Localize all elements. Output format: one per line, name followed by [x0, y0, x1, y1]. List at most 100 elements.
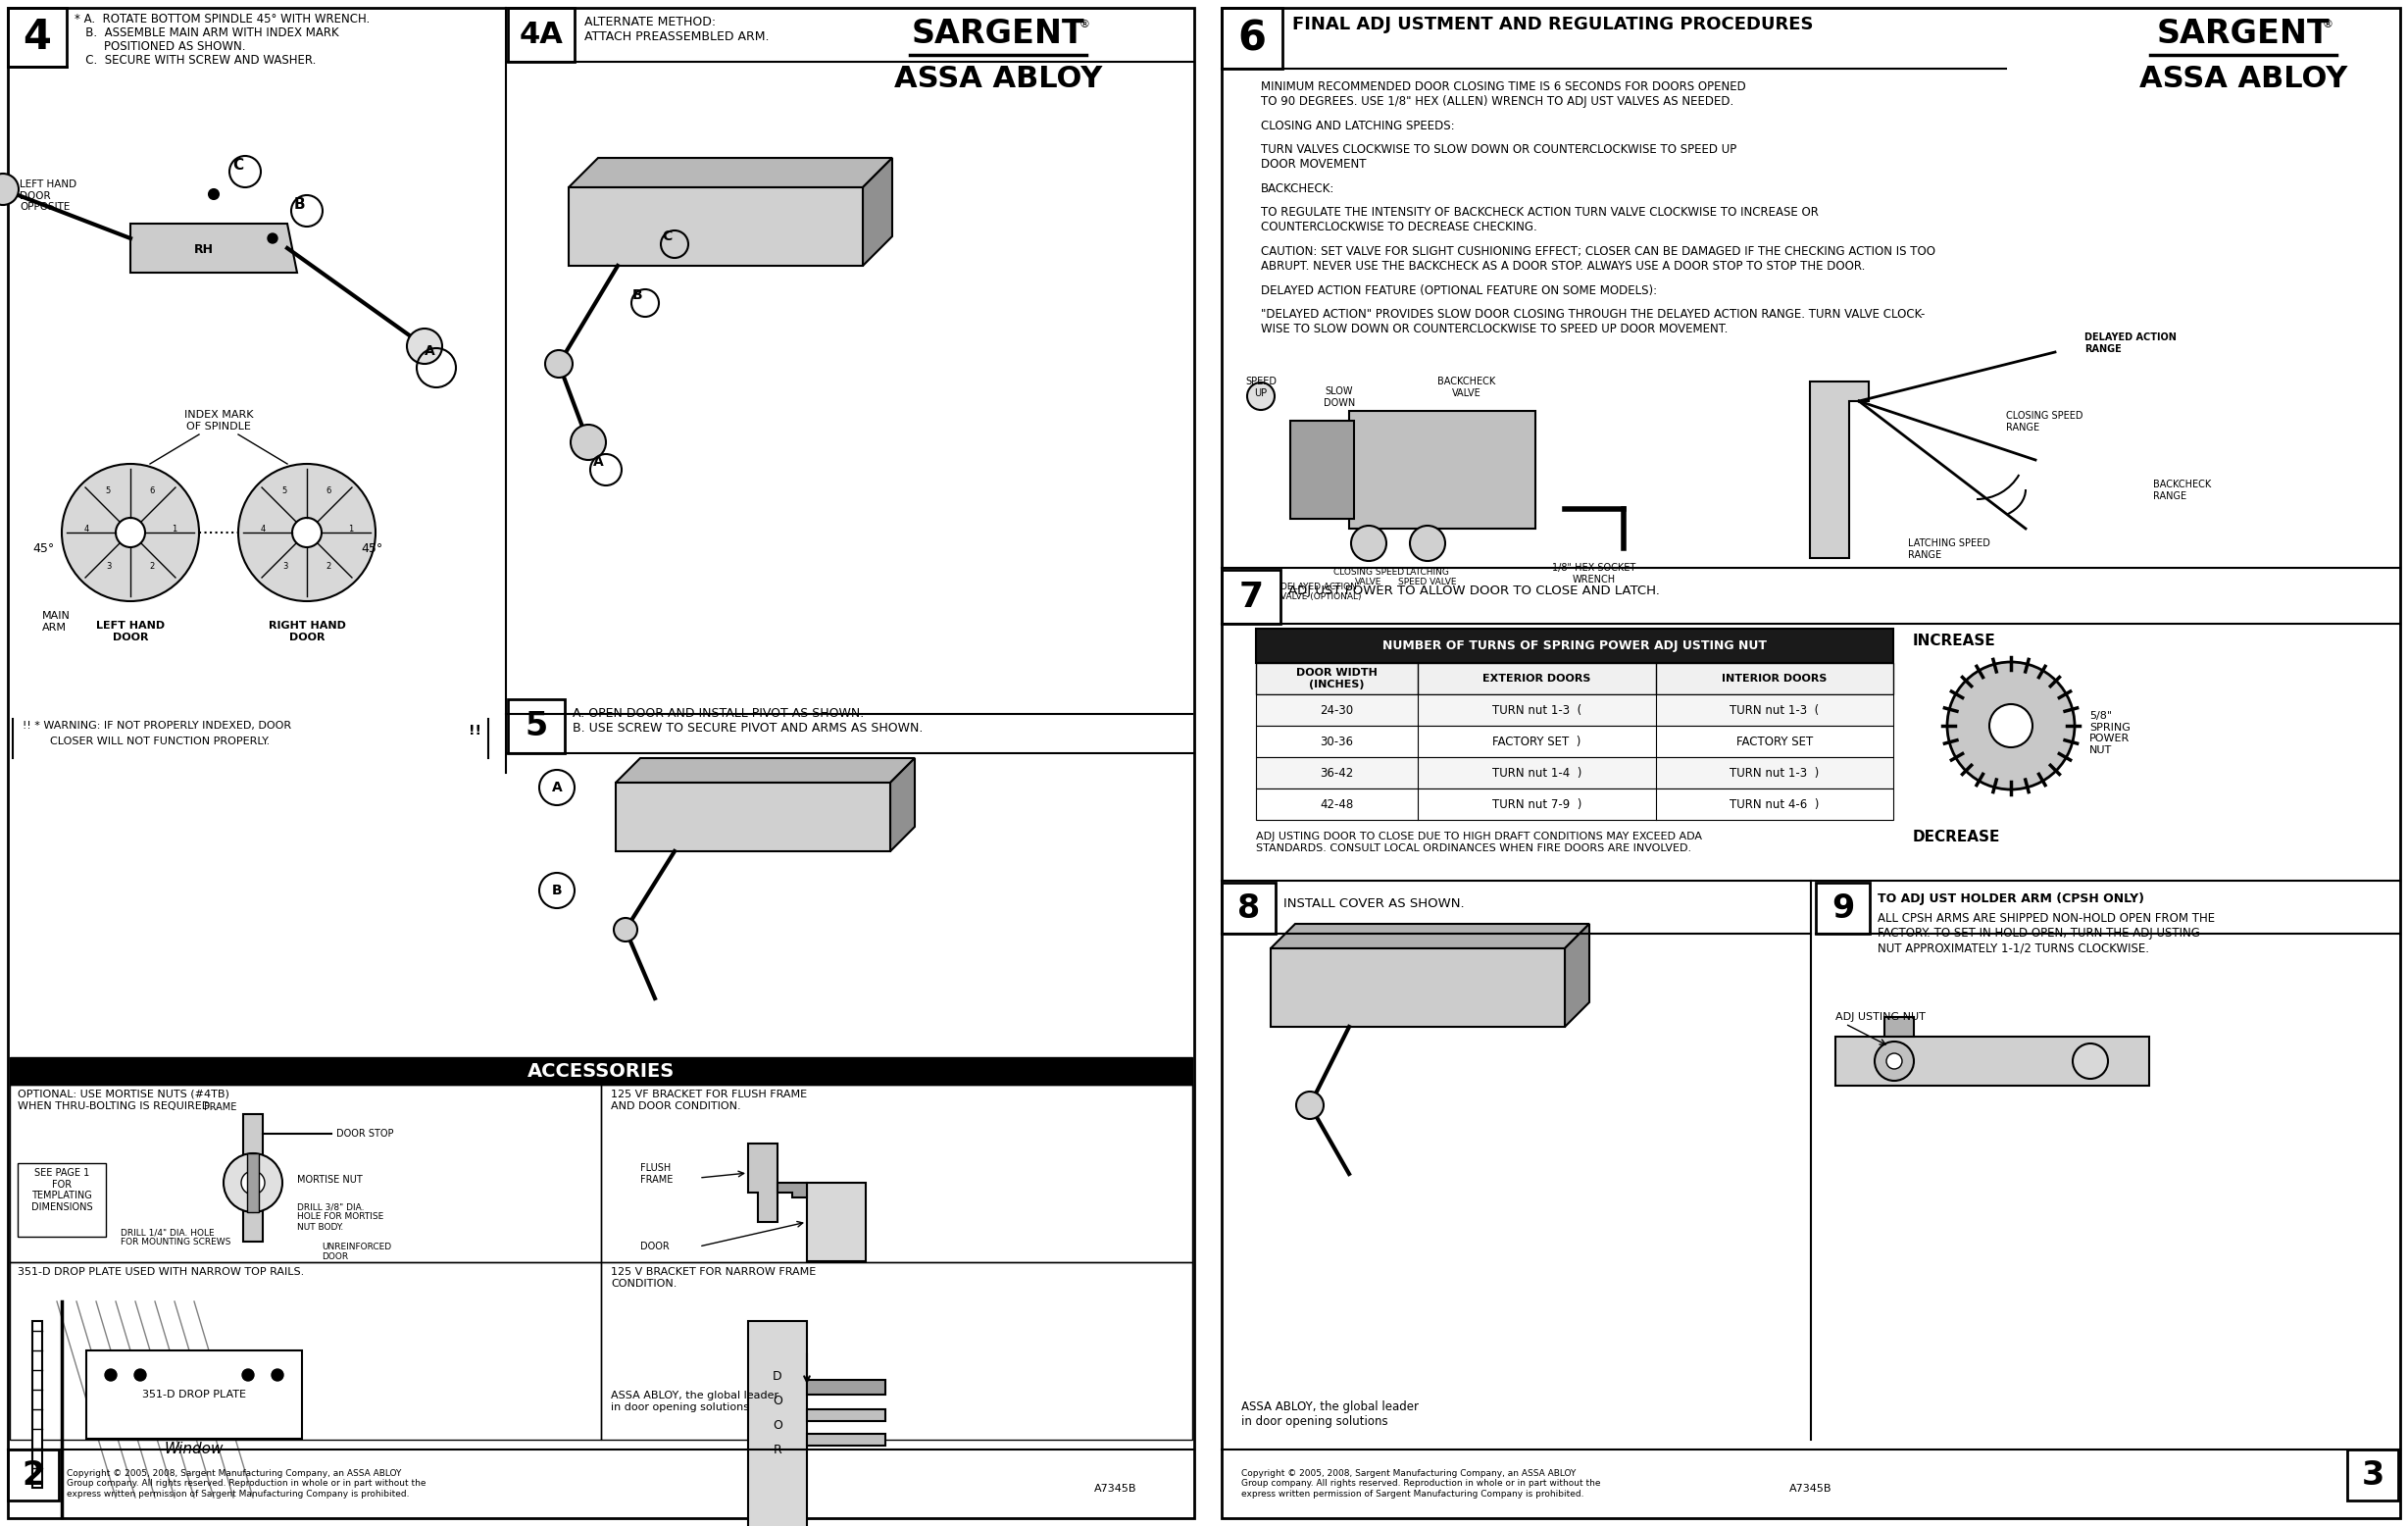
Bar [508, 8, 576, 61]
Circle shape [614, 919, 638, 942]
Text: INDEX MARK
OF SPINDLE: INDEX MARK OF SPINDLE [183, 410, 253, 432]
Circle shape [2073, 1044, 2107, 1079]
Text: OPTIONAL: USE MORTISE NUTS (#4TB)
WHEN THRU-BOLTING IS REQUIRED.: OPTIONAL: USE MORTISE NUTS (#4TB) WHEN T… [17, 1090, 229, 1111]
Text: TURN nut 1-3  (: TURN nut 1-3 ( [1493, 703, 1582, 716]
Text: SARGENT: SARGENT [913, 18, 1084, 50]
Text: B: B [631, 288, 643, 302]
Bar [7, 1450, 58, 1500]
Bar [10, 1262, 602, 1439]
Text: TURN nut 1-3  (: TURN nut 1-3 ( [1729, 703, 1820, 716]
Text: ADJ UST POWER TO ALLOW DOOR TO CLOSE AND LATCH.: ADJ UST POWER TO ALLOW DOOR TO CLOSE AND… [1288, 584, 1659, 597]
Text: ASSA ABLOY: ASSA ABLOY [893, 64, 1103, 93]
Bar [1221, 8, 1283, 69]
Text: ACCESSORIES: ACCESSORIES [527, 1062, 674, 1080]
Text: Window: Window [164, 1442, 224, 1456]
Text: 1: 1 [349, 525, 354, 533]
Polygon shape [568, 157, 893, 188]
Text: CLOSING SPEED
VALVE: CLOSING SPEED VALVE [1334, 568, 1404, 588]
Text: B: B [551, 884, 561, 897]
Bar [602, 1262, 1192, 1439]
Bar [7, 8, 67, 67]
Text: 125 V BRACKET FOR NARROW FRAME
CONDITION.: 125 V BRACKET FOR NARROW FRAME CONDITION… [612, 1267, 816, 1288]
Bar [1221, 8, 2401, 1518]
Bar [248, 1154, 258, 1212]
Circle shape [238, 464, 376, 601]
Polygon shape [778, 1183, 807, 1198]
Text: SEE PAGE 1
FOR
TEMPLATING
DIMENSIONS: SEE PAGE 1 FOR TEMPLATING DIMENSIONS [31, 1167, 92, 1212]
Text: 4: 4 [24, 17, 51, 58]
Text: 5: 5 [282, 485, 287, 494]
Text: 3: 3 [282, 563, 287, 571]
Text: * A.  ROTATE BOTTOM SPINDLE 45° WITH WRENCH.: * A. ROTATE BOTTOM SPINDLE 45° WITH WREN… [75, 12, 371, 26]
Text: ADJ USTING DOOR TO CLOSE DUE TO HIGH DRAFT CONDITIONS MAY EXCEED ADA
STANDARDS. : ADJ USTING DOOR TO CLOSE DUE TO HIGH DRA… [1257, 832, 1702, 853]
Circle shape [1948, 662, 2076, 789]
Text: MAIN
ARM: MAIN ARM [43, 610, 70, 632]
Text: "DELAYED ACTION" PROVIDES SLOW DOOR CLOSING THROUGH THE DELAYED ACTION RANGE. TU: "DELAYED ACTION" PROVIDES SLOW DOOR CLOS… [1262, 308, 1924, 336]
Circle shape [1247, 383, 1274, 410]
Text: INSTALL COVER AS SHOWN.: INSTALL COVER AS SHOWN. [1283, 897, 1464, 909]
Text: FACTORY SET  ): FACTORY SET ) [1493, 736, 1582, 748]
Text: B: B [294, 197, 306, 211]
Circle shape [407, 328, 443, 363]
Text: 2: 2 [149, 563, 154, 571]
Text: 1/8" HEX SOCKET
WRENCH: 1/8" HEX SOCKET WRENCH [1553, 563, 1635, 584]
Text: BACKCHECK
VALVE: BACKCHECK VALVE [1438, 377, 1495, 398]
Text: 351-D DROP PLATE USED WITH NARROW TOP RAILS.: 351-D DROP PLATE USED WITH NARROW TOP RA… [17, 1267, 303, 1277]
Bar [602, 1085, 1192, 1262]
Circle shape [224, 1154, 282, 1212]
Text: CAUTION: SET VALVE FOR SLIGHT CUSHIONING EFFECT; CLOSER CAN BE DAMAGED IF THE CH: CAUTION: SET VALVE FOR SLIGHT CUSHIONING… [1262, 246, 1936, 273]
Text: ASSA ABLOY, the global leader
in door opening solutions: ASSA ABLOY, the global leader in door op… [612, 1390, 778, 1412]
Text: ®: ® [2321, 20, 2333, 29]
Bar [1348, 410, 1536, 528]
Text: 1: 1 [171, 525, 178, 533]
Bar [2348, 1450, 2398, 1500]
Text: INCREASE: INCREASE [1912, 633, 1996, 649]
Text: 5: 5 [525, 710, 547, 743]
Text: DOOR: DOOR [641, 1242, 669, 1251]
Text: 4A: 4A [520, 20, 563, 49]
Polygon shape [1811, 382, 1869, 559]
Text: 5/8"
SPRING
POWER
NUT: 5/8" SPRING POWER NUT [2090, 711, 2131, 755]
Text: 7: 7 [1238, 580, 1264, 613]
Text: 3: 3 [106, 563, 111, 571]
Circle shape [209, 189, 219, 198]
Text: DELAYED ACTION
RANGE: DELAYED ACTION RANGE [2085, 333, 2177, 354]
Text: LEFT HAND
DOOR
OPPOSITE: LEFT HAND DOOR OPPOSITE [19, 180, 77, 212]
Text: TO ADJ UST HOLDER ARM (CPSH ONLY): TO ADJ UST HOLDER ARM (CPSH ONLY) [1878, 893, 2143, 905]
Text: FLUSH
FRAME: FLUSH FRAME [641, 1163, 672, 1184]
Bar [1816, 882, 1869, 934]
Polygon shape [1271, 923, 1589, 948]
Text: 351-D DROP PLATE: 351-D DROP PLATE [142, 1390, 246, 1399]
Text: 5: 5 [106, 485, 111, 494]
Circle shape [241, 1170, 265, 1195]
Circle shape [1351, 525, 1387, 562]
Circle shape [243, 1369, 253, 1381]
Bar [807, 1410, 886, 1421]
Text: NUMBER OF TURNS OF SPRING POWER ADJ USTING NUT: NUMBER OF TURNS OF SPRING POWER ADJ USTI… [1382, 639, 1767, 652]
Text: 24-30: 24-30 [1320, 703, 1353, 716]
Text: TURN nut 1-4  ): TURN nut 1-4 ) [1493, 766, 1582, 780]
Text: ASSA ABLOY: ASSA ABLOY [2138, 64, 2348, 93]
Circle shape [63, 464, 200, 601]
Text: SARGENT: SARGENT [2158, 18, 2331, 50]
Text: MINIMUM RECOMMENDED DOOR CLOSING TIME IS 6 SECONDS FOR DOORS OPENED
TO 90 DEGREE: MINIMUM RECOMMENDED DOOR CLOSING TIME IS… [1262, 81, 1746, 108]
Bar [7, 8, 1194, 1518]
Circle shape [267, 233, 277, 243]
Text: 125 VF BRACKET FOR FLUSH FRAME
AND DOOR CONDITION.: 125 VF BRACKET FOR FLUSH FRAME AND DOOR … [612, 1090, 807, 1111]
Polygon shape [130, 224, 296, 273]
Bar [568, 188, 862, 266]
Circle shape [1885, 1053, 1902, 1070]
Text: TURN VALVES CLOCKWISE TO SLOW DOWN OR COUNTERCLOCKWISE TO SPEED UP
DOOR MOVEMENT: TURN VALVES CLOCKWISE TO SLOW DOWN OR CO… [1262, 143, 1736, 171]
Text: 42-48: 42-48 [1320, 798, 1353, 810]
Bar [1257, 757, 1893, 789]
Bar [10, 1058, 1192, 1085]
Text: 30-36: 30-36 [1320, 736, 1353, 748]
Text: DELAYED ACTION FEATURE (OPTIONAL FEATURE ON SOME MODELS):: DELAYED ACTION FEATURE (OPTIONAL FEATURE… [1262, 284, 1657, 298]
Polygon shape [616, 758, 915, 783]
Text: O: O [773, 1419, 783, 1431]
Bar [1221, 882, 1276, 934]
Circle shape [1989, 703, 2032, 748]
Text: 3: 3 [2362, 1459, 2384, 1491]
Text: 9: 9 [1832, 893, 1854, 925]
Bar [1885, 1016, 1914, 1036]
